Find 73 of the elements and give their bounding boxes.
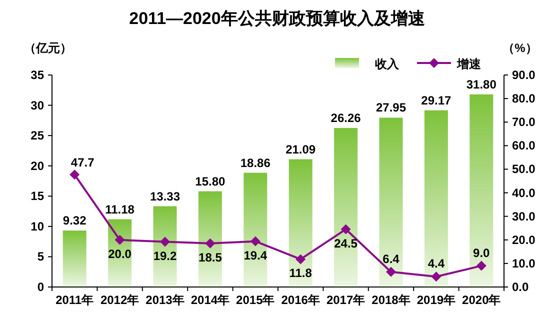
data-label: 24.5	[334, 236, 358, 250]
bar	[198, 191, 222, 287]
data-label: 6.4	[382, 252, 400, 266]
x-tick-label: 2017年	[326, 293, 366, 307]
x-tick-label: 2020年	[462, 293, 501, 307]
legend-label: 收入	[375, 57, 400, 71]
point	[340, 224, 351, 234]
data-label: 21.09	[286, 142, 316, 156]
x-tick-label: 2012年	[100, 293, 140, 307]
y2-tick-label: 10.0	[512, 256, 536, 270]
data-label: 29.17	[421, 93, 452, 108]
y2-tick-label: 80.0	[512, 92, 536, 106]
y2-tick-label: 20.0	[512, 232, 536, 247]
point	[250, 236, 260, 246]
x-tick-label: 2018年	[372, 293, 410, 307]
y-axis-title: （亿元）	[24, 41, 72, 55]
data-label: 11.18	[105, 202, 135, 216]
point	[114, 234, 125, 245]
bar	[334, 128, 358, 287]
point	[70, 170, 80, 180]
bar	[288, 159, 312, 287]
legend-label: 增速	[456, 57, 482, 71]
y-tick-label: 20	[30, 158, 44, 173]
y-tick-label: 10	[30, 219, 44, 234]
point	[386, 266, 396, 277]
point	[431, 272, 442, 282]
data-label: 9.32	[62, 214, 87, 228]
x-tick-label: 2011年	[56, 293, 94, 307]
x-tick-label: 2014年	[190, 293, 230, 307]
data-label: 19.4	[244, 248, 268, 262]
data-label: 18.5	[198, 250, 222, 264]
data-label: 4.4	[428, 256, 445, 271]
point	[205, 238, 216, 248]
chart-title: 2011—2020年公共财政预算收入及增速	[129, 9, 425, 28]
bar	[379, 118, 403, 287]
x-tick-label: 2013年	[146, 293, 184, 307]
y2-tick-label: 60.0	[512, 138, 536, 153]
bar	[62, 230, 86, 287]
bar	[108, 219, 132, 287]
point	[476, 260, 486, 271]
y2-axis-title: （%）	[502, 41, 538, 55]
y-tick-label: 0	[37, 280, 44, 294]
y2-tick-label: 90.0	[512, 68, 536, 82]
data-label: 26.26	[330, 110, 362, 125]
data-label: 19.2	[153, 248, 177, 263]
y2-tick-label: 70.0	[512, 115, 536, 130]
y-tick-label: 35	[30, 68, 44, 82]
data-label: 9.0	[473, 246, 490, 260]
data-label: 27.95	[376, 100, 406, 115]
data-label: 18.86	[240, 156, 271, 170]
point	[160, 236, 170, 247]
y2-tick-label: 0.0	[512, 280, 530, 294]
data-label: 20.0	[108, 246, 132, 261]
y-tick-label: 5	[37, 250, 44, 264]
bar	[153, 206, 177, 287]
data-label: 13.33	[150, 189, 180, 204]
x-tick-label: 2019年	[416, 293, 456, 307]
bar	[470, 94, 494, 287]
data-label: 11.8	[289, 266, 312, 280]
x-tick-label: 2016年	[281, 293, 320, 307]
y2-tick-label: 40.0	[512, 186, 536, 200]
y2-tick-label: 30.0	[512, 209, 536, 224]
data-label: 47.7	[70, 156, 95, 170]
y-tick-label: 25	[30, 128, 44, 143]
data-label: 31.80	[466, 77, 497, 92]
y-tick-label: 30	[30, 98, 44, 112]
bar	[244, 172, 268, 287]
data-label: 15.80	[195, 174, 226, 188]
point	[296, 254, 306, 264]
y2-tick-label: 50.0	[512, 162, 536, 176]
y-tick-label: 15	[30, 189, 44, 204]
bar	[424, 110, 448, 287]
x-tick-label: 2015年	[236, 293, 275, 307]
